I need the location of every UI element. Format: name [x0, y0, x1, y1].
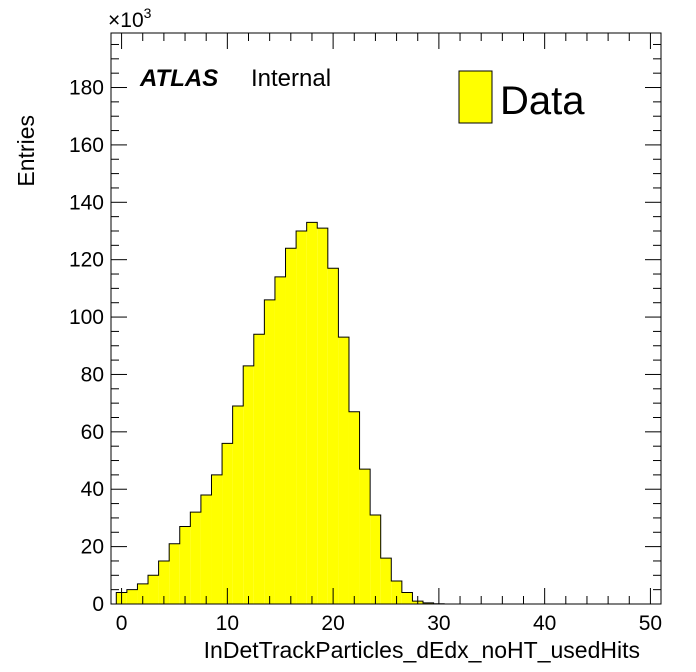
histogram-bar — [211, 474, 223, 604]
histogram-bar — [348, 411, 360, 604]
histogram-bar — [137, 583, 149, 604]
histogram-bar — [359, 469, 371, 604]
histogram-bar — [306, 222, 318, 604]
histogram-bar — [296, 230, 307, 604]
histogram-bar — [169, 543, 180, 604]
histogram-bar — [285, 248, 297, 605]
y-tick-label: 140 — [69, 191, 104, 214]
histogram-bar — [243, 365, 254, 604]
histogram-bar — [158, 560, 170, 604]
histogram-bar — [401, 592, 413, 604]
y-tick-label: 0 — [92, 593, 104, 616]
x-tick-label: 20 — [321, 612, 344, 635]
x-tick-label: 10 — [216, 612, 239, 635]
y-tick-label: 160 — [69, 134, 104, 157]
x-tick-label: 30 — [427, 612, 450, 635]
histogram-bar — [126, 589, 138, 604]
histogram-bar — [370, 515, 381, 604]
x-tick-label: 40 — [533, 612, 556, 635]
histogram-bar — [190, 512, 201, 604]
histogram-bar — [380, 558, 392, 604]
plot-frame — [110, 32, 662, 605]
y-tick-label: 20 — [81, 536, 104, 559]
histogram-bar — [179, 526, 191, 604]
legend-swatch — [458, 70, 493, 124]
histogram-bar — [253, 334, 265, 604]
histogram-bar — [148, 575, 159, 604]
internal-label: Internal — [251, 65, 331, 92]
histogram-bar — [391, 581, 402, 604]
y-tick-label: 120 — [69, 249, 104, 272]
x-axis-title: InDetTrackParticles_dEdx_noHT_usedHits — [204, 637, 640, 663]
histogram-bars — [116, 222, 445, 605]
histogram-bar — [222, 443, 233, 604]
legend-label-data: Data — [500, 79, 585, 123]
histogram-bar — [338, 337, 349, 604]
y-tick-label: 60 — [81, 421, 104, 444]
histogram-outline — [115, 221, 445, 605]
histogram-bar — [274, 276, 286, 604]
y-axis-title: Entries — [13, 115, 39, 187]
histogram-bar — [264, 299, 275, 604]
x-tick-label: 50 — [639, 612, 662, 635]
y-tick-label: 80 — [81, 363, 104, 386]
x-axis-ticks: 0 10 20 30 40 50 — [116, 33, 662, 635]
histogram-bar — [327, 268, 339, 604]
y-multiplier-label: ×103 — [108, 5, 152, 32]
y-axis-ticks: 0 20 40 60 80 100 120 140 160 180 — [69, 43, 661, 616]
atlas-label: ATLAS — [139, 65, 218, 92]
x-tick-label: 0 — [116, 612, 128, 635]
histogram-bar — [232, 406, 244, 604]
histogram-bar — [423, 602, 434, 604]
y-tick-label: 40 — [81, 478, 104, 501]
histogram-bar — [317, 228, 328, 604]
y-tick-label: 180 — [69, 77, 104, 100]
y-tick-label: 100 — [69, 306, 104, 329]
histogram-bar — [200, 494, 212, 604]
